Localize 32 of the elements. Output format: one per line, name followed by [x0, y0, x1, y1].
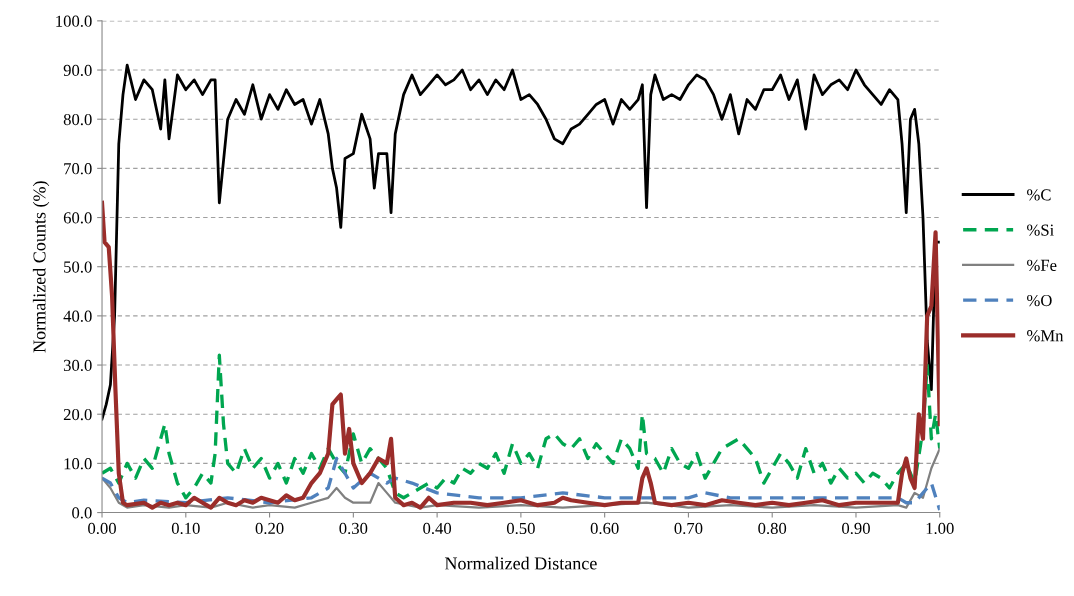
x-tick-label: 1.00: [926, 522, 954, 535]
x-tick-label: 0.60: [590, 522, 619, 535]
y-tick-label: 100.0: [56, 15, 92, 27]
legend-label: %O: [1027, 294, 1052, 307]
x-tick-label: 0.70: [674, 522, 703, 535]
line-series: [102, 200, 940, 510]
y-tick-label: 30.0: [63, 359, 92, 372]
y-tick-label: 40.0: [63, 310, 92, 322]
legend-label: %C: [1027, 189, 1051, 201]
x-tick-label: 0.50: [506, 522, 535, 535]
y-tick-label: 80.0: [63, 113, 92, 126]
legend-label: %Si: [1027, 224, 1054, 236]
x-tick-label: 0.90: [842, 522, 870, 535]
y-axis-title: Normalized Counts (%): [32, 181, 50, 353]
x-tick-label: 0.00: [88, 522, 116, 535]
x-tick-label: 0.30: [339, 522, 368, 535]
y-tick-label: 10.0: [64, 458, 92, 470]
x-axis-title: Normalized Distance: [444, 556, 597, 570]
line-series: [102, 353, 940, 500]
x-tick-label: 0.40: [423, 522, 452, 535]
legend-label: %Mn: [1027, 330, 1064, 342]
x-tick-label: 0.80: [758, 522, 787, 535]
legend-label: %Fe: [1027, 259, 1057, 271]
y-tick-label: 50.0: [64, 261, 92, 273]
x-tick-label: 0.10: [171, 522, 200, 535]
y-tick-label: 20.0: [63, 408, 92, 421]
line-series: [102, 63, 940, 421]
y-tick-label: 0.0: [72, 507, 92, 519]
x-tick-label: 0.20: [255, 522, 284, 535]
y-tick-label: 70.0: [64, 163, 92, 175]
y-tick-label: 60.0: [63, 212, 92, 224]
y-tick-label: 90.0: [63, 64, 92, 77]
